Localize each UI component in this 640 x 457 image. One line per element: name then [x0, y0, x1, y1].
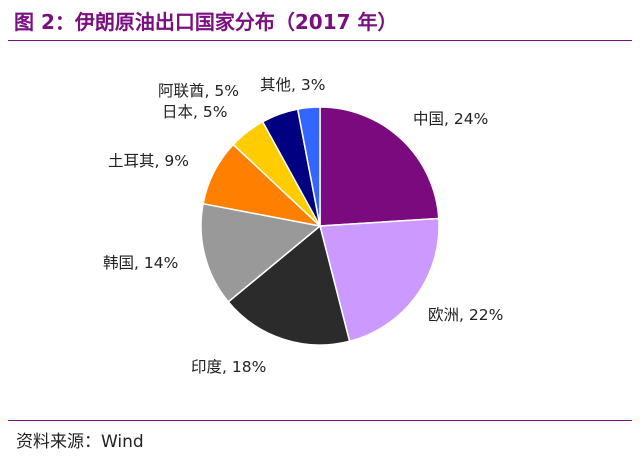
source-divider [8, 420, 632, 421]
slice-label-3: 印度, 18% [191, 358, 266, 376]
slice-label-7: 阿联酋, 5% [158, 82, 239, 100]
slice-label-4: 韩国, 14% [103, 254, 178, 272]
slice-label-2: 欧洲, 22% [428, 306, 503, 324]
title-divider [8, 40, 632, 41]
pie-slice-2 [319, 217, 440, 343]
pie-labels: 中国, 24% 欧洲, 22% 印度, 18% 韩国, 14% 土耳其, 9% 日本, 5… [103, 76, 503, 376]
slice-label-8: 其他, 3% [260, 76, 325, 94]
source-note: 资料来源：Wind [16, 432, 144, 452]
chart-title: 图 2：伊朗原油出口国家分布（2017 年） [14, 10, 398, 34]
pie-slice-1 [319, 106, 440, 227]
pie-slice-3 [227, 224, 351, 346]
pie-slice-4 [200, 202, 322, 303]
slice-label-1: 中国, 24% [413, 110, 488, 128]
pie-slices [200, 106, 440, 346]
slice-label-6: 日本, 5% [162, 103, 227, 121]
pie-slice-8 [296, 106, 321, 227]
slice-label-5: 土耳其, 9% [108, 152, 189, 170]
